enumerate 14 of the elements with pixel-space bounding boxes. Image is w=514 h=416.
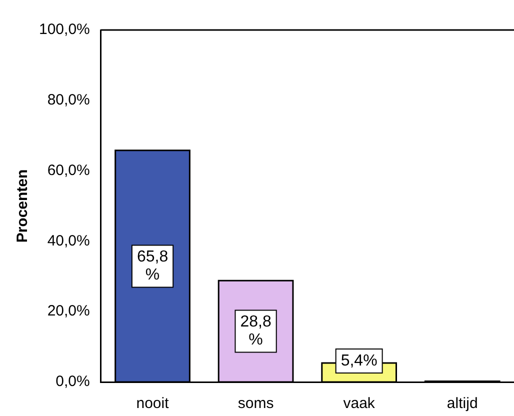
y-tick-label: 60,0%: [47, 162, 90, 179]
x-tick-label: soms: [238, 395, 274, 412]
y-tick-label: 20,0%: [47, 302, 90, 320]
y-axis-title: Procenten: [14, 169, 32, 243]
y-tick-label: 80,0%: [47, 92, 90, 109]
data-label: 5,4%: [340, 352, 378, 370]
data-label: 65,8 %: [136, 248, 168, 284]
x-tick-label: nooit: [136, 395, 170, 412]
x-tick-label: vaak: [343, 395, 376, 412]
data-label: 28,8 %: [240, 314, 272, 349]
y-tick-label: 0,0%: [56, 373, 90, 390]
y-tick-label: 40,0%: [47, 232, 90, 250]
x-tick-label: altijd: [446, 395, 478, 412]
y-tick-label: 100,0%: [39, 21, 90, 38]
